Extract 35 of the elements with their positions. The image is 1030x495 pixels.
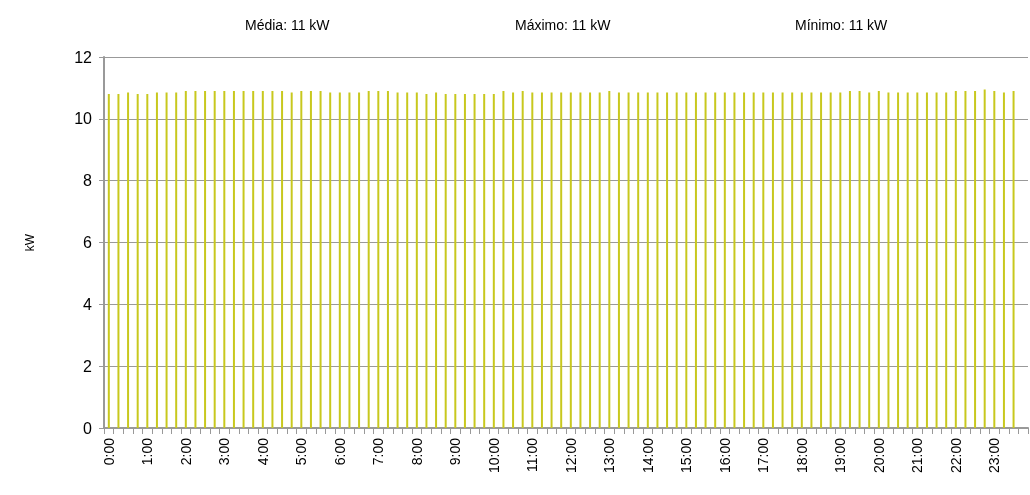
x-tick-label: 13:00 [601,437,618,474]
x-tick-label: 23:00 [986,437,1003,474]
x-tick-label: 6:00 [331,437,348,466]
x-tick-label: 12:00 [562,437,579,474]
y-tick-label: 4 [83,295,93,313]
x-tick-label: 1:00 [139,437,156,466]
x-tick-label: 9:00 [447,437,464,466]
text: Máximo: 11 kW [515,17,612,33]
x-tick-label: 18:00 [793,437,810,474]
x-tick-label: 20:00 [870,437,887,474]
x-tick-label: 10:00 [485,437,502,474]
x-tick-label: 7:00 [370,437,387,466]
x-tick-label: 5:00 [293,437,310,466]
y-axis-title: kW [23,233,37,252]
x-tick-label: 8:00 [408,437,425,466]
x-tick-label: 0:00 [100,437,117,466]
y-tick-label: 2 [83,357,93,375]
x-tick-label: 16:00 [716,437,733,474]
y-tick-label: 12 [74,48,93,66]
x-tick-label: 3:00 [216,437,233,466]
y-tick-label: 10 [74,110,93,128]
x-tick-label: 22:00 [947,437,964,474]
x-tick-label: 14:00 [639,437,656,474]
x-tick-label: 4:00 [254,437,271,466]
y-tick-label: 8 [83,172,93,190]
y-tick-label: 0 [83,419,93,437]
x-tick-label: 21:00 [909,437,926,474]
text: Média: 11 kW [245,17,331,33]
y-tick-label: 6 [83,234,93,251]
text: Mínimo: 11 kW [795,17,889,33]
x-tick-label: 17:00 [755,437,772,474]
x-tick-label: 2:00 [177,437,194,466]
x-tick-label: 19:00 [832,437,849,474]
x-tick-label: 11:00 [524,437,541,472]
x-tick-label: 15:00 [678,437,695,474]
